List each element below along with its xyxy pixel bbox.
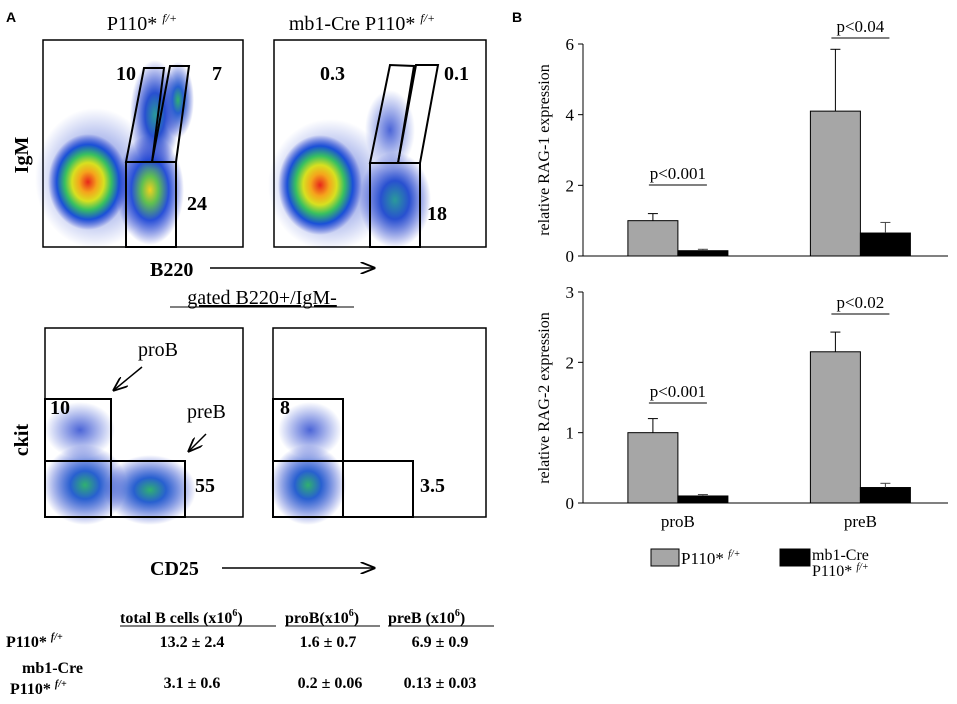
- table-cell: 0.2 ± 0.06: [298, 675, 363, 692]
- significance-label: p<0.001: [650, 382, 706, 401]
- significance-label: p<0.02: [836, 293, 884, 312]
- table-cell: 6.9 ± 0.9: [412, 634, 469, 651]
- y-tick-label: 1: [566, 424, 575, 443]
- table-row-label-ko-line1: mb1-Cre: [22, 660, 83, 677]
- bar: [859, 487, 911, 504]
- gate-ckit-neg: [44, 460, 186, 518]
- legend: P110* f/+ mb1-Cre P110* f/+: [650, 547, 869, 580]
- bar: [809, 110, 861, 257]
- significance-label: p<0.04: [836, 17, 884, 36]
- gate-igm-hi: [396, 64, 440, 164]
- table-row-label-ko-line2: P110* f/+: [10, 679, 67, 698]
- y-axis-label: relative RAG-2 expression: [536, 312, 553, 484]
- flow-density-cloud: [270, 402, 346, 525]
- flow-plot-ckit-cd25-ko: 8 3.5: [270, 327, 487, 525]
- y-tick-label: 0: [566, 247, 575, 266]
- table-cell: 13.2 ± 2.4: [160, 634, 225, 651]
- table-cell: 1.6 ± 0.7: [300, 634, 357, 651]
- gate-igm-lo: [368, 63, 416, 164]
- significance-label: p<0.001: [650, 164, 706, 183]
- legend-swatch-wt: [650, 548, 680, 567]
- panel-label-a: A: [6, 9, 16, 25]
- y-tick-label: 2: [566, 176, 575, 195]
- cell-count-table: total B cells (x106) proB(x106) preB (x1…: [6, 608, 494, 698]
- bar: [859, 232, 911, 257]
- gate-value-igm-hi: 0.1: [444, 63, 469, 85]
- y-tick-label: 3: [566, 283, 575, 302]
- table-header: total B cells (x106): [120, 608, 243, 627]
- y-axis-label: relative RAG-1 expression: [536, 64, 553, 236]
- annot-prob-arrow: [114, 366, 143, 390]
- gate-igm-lo: [124, 67, 166, 163]
- gate-igm-hi: [150, 65, 191, 163]
- annot-preb-arrow: [189, 433, 207, 451]
- bar: [809, 351, 861, 504]
- legend-label-wt: P110* f/+: [681, 549, 740, 568]
- gate-value-igm-hi: 7: [212, 63, 222, 85]
- gate-value-b220: 24: [187, 193, 207, 215]
- legend-label-ko-line2: P110* f/+: [812, 562, 869, 580]
- bar-chart-rag1: 0 2 4 6 relative RAG-1 expression p<0.001 p<0.…: [536, 17, 948, 266]
- table-cell: 3.1 ± 0.6: [164, 675, 221, 692]
- bar: [677, 495, 729, 504]
- legend-swatch-ko: [779, 548, 811, 567]
- gate-value-b220: 18: [427, 203, 447, 225]
- flow-bottom-y-label: ckit: [11, 424, 33, 457]
- gate-value-prob: 8: [280, 397, 290, 419]
- table-row-label-wt: P110* f/+: [6, 632, 63, 651]
- flow-bottom-title: gated B220+/IgM-: [187, 287, 337, 309]
- flow-density-cloud: [268, 90, 431, 251]
- gate-value-igm-lo: 0.3: [320, 63, 345, 85]
- table-header: proB(x106): [285, 608, 359, 627]
- flow-top-y-label: IgM: [11, 137, 33, 174]
- bar-chart-rag2: 0 1 2 3 relative RAG-2 expression p<0.001 proB…: [536, 283, 948, 531]
- flow-bottom-x-label: CD25: [150, 558, 199, 580]
- bar: [627, 220, 679, 257]
- flow-plot-igm-b220-wt: 10 7 24: [35, 39, 244, 248]
- annot-preb: preB: [187, 401, 226, 423]
- gate-value-igm-lo: 10: [116, 63, 136, 85]
- flow-density-cloud: [43, 402, 196, 525]
- y-tick-label: 4: [566, 106, 575, 125]
- x-tick-label: proB: [661, 512, 695, 531]
- y-tick-label: 0: [566, 494, 575, 513]
- flow-plot-igm-b220-ko: 0.3 0.1 18: [268, 39, 487, 251]
- flow-col-title-wt: P110* f/+: [107, 11, 177, 35]
- table-cell: 0.13 ± 0.03: [404, 675, 477, 692]
- y-tick-label: 2: [566, 353, 575, 372]
- flow-top-x-label: B220: [150, 259, 193, 281]
- legend-label-ko-line1: mb1-Cre: [812, 547, 869, 564]
- annot-prob: proB: [138, 339, 178, 361]
- table-header: preB (x106): [388, 608, 465, 627]
- y-tick-label: 6: [566, 35, 575, 54]
- flow-plot-ckit-cd25-wt: 10 55 proB preB: [43, 327, 244, 525]
- x-tick-label: preB: [844, 512, 877, 531]
- bar: [627, 432, 679, 504]
- gate-value-preb: 55: [195, 475, 215, 497]
- flow-col-title-ko: mb1-Cre P110* f/+: [289, 11, 435, 35]
- bar: [677, 250, 729, 257]
- panel-label-b: B: [512, 9, 522, 25]
- gate-value-prob: 10: [50, 397, 70, 419]
- gate-value-preb: 3.5: [420, 475, 445, 497]
